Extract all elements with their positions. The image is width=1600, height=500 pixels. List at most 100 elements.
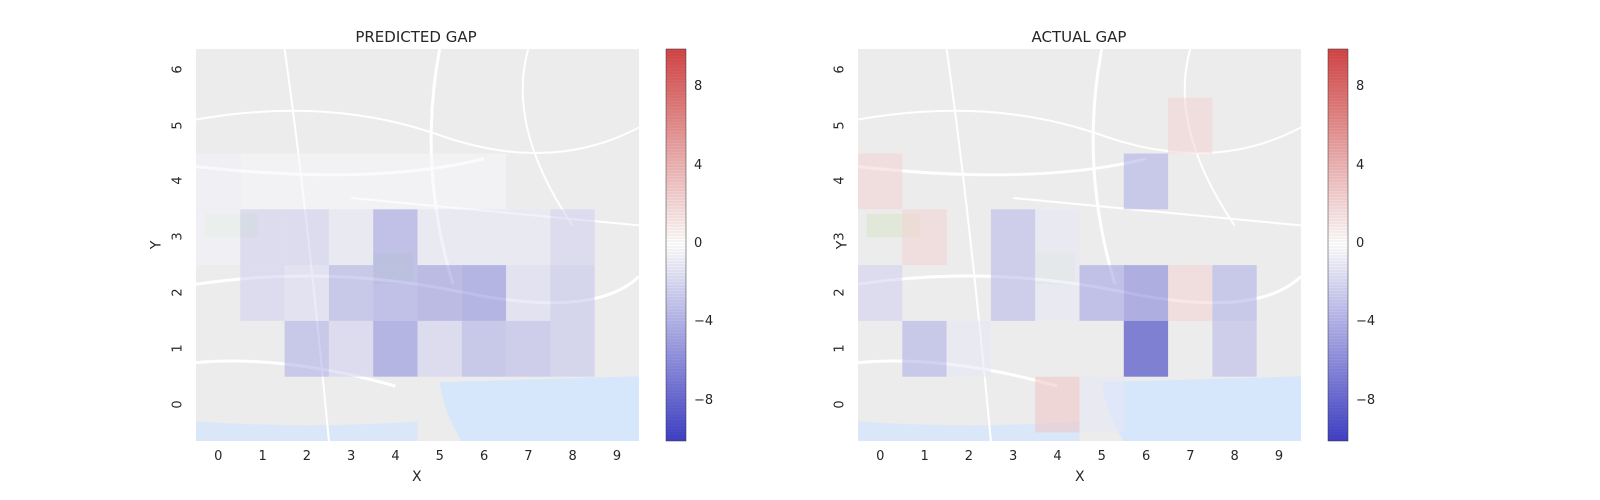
heatmap-cell (1212, 320, 1257, 377)
y-tick-label: 1 (832, 344, 848, 353)
heatmap-cell (284, 209, 329, 266)
heatmap-cell (417, 265, 462, 321)
y-tick-label: 0 (832, 399, 848, 409)
heatmap-cell (196, 153, 241, 210)
x-tick-label: 8 (1230, 449, 1239, 464)
colorbar-tick-label: −8 (1356, 392, 1376, 408)
heatmap-cell (1035, 376, 1080, 433)
y-tick-label: 2 (832, 288, 848, 297)
heatmap-cell (550, 265, 595, 321)
heatmap-cell (328, 320, 374, 377)
heatmap-cell (506, 320, 551, 377)
heatmap-cell (461, 153, 507, 210)
colorbar-tick-label: 0 (694, 236, 703, 251)
colorbar (665, 48, 687, 442)
heatmap-cell (328, 265, 374, 321)
heatmap-cell (417, 209, 462, 266)
colorbar-tick-label: −8 (694, 392, 714, 408)
x-tick-label: 5 (1097, 449, 1106, 464)
heatmap-cell (1168, 265, 1213, 321)
colorbar-tick-label: 4 (1356, 157, 1365, 173)
map-river (1101, 376, 1301, 441)
heatmap-cell (990, 265, 1036, 321)
x-tick-label: 0 (214, 449, 223, 464)
heatmap-cell (240, 209, 285, 266)
map-road (857, 109, 1302, 155)
heatmap-cell (1079, 265, 1124, 321)
y-tick-label: 4 (832, 176, 848, 186)
heatmap-cell (1035, 209, 1080, 266)
heatmap-cell (373, 320, 418, 377)
heatmap-cell (461, 265, 507, 321)
colorbar-tick-label: −4 (1356, 314, 1376, 330)
map-river (858, 421, 1080, 441)
map-road (1091, 48, 1117, 285)
predicted-gap-heatmap (195, 48, 641, 442)
x-tick-label: 3 (1009, 449, 1018, 464)
x-tick-label: 4 (1053, 449, 1062, 464)
colorbar-tick-label: 0 (1356, 236, 1365, 251)
x-tick-label: 1 (258, 449, 267, 464)
heatmap-cell (461, 209, 507, 266)
heatmap-cell (902, 320, 947, 377)
map-road (1012, 196, 1302, 227)
heatmap-cell (328, 209, 374, 266)
x-tick-label: 4 (391, 449, 400, 464)
heatmap-cell (373, 209, 418, 266)
heatmap-cell (858, 265, 903, 321)
x-tick-label: 7 (1186, 449, 1195, 464)
colorbar-gradient (666, 49, 686, 441)
colorbar-tick-label: −4 (694, 314, 714, 330)
heatmap-cell (550, 209, 595, 266)
colorbar (1327, 48, 1349, 442)
map-river (196, 421, 418, 441)
x-tick-label: 2 (302, 449, 312, 464)
heatmap-cell (858, 153, 903, 210)
heatmap-cell (1123, 153, 1169, 210)
x-tick-label: 0 (876, 449, 885, 464)
colorbar-tick-label: 4 (694, 157, 703, 173)
heatmap-cell (284, 265, 329, 321)
actual-gap-heatmap (857, 48, 1303, 442)
heatmap-cell (1079, 376, 1124, 433)
heatmap-cell (196, 209, 241, 266)
x-tick-label: 5 (435, 449, 444, 464)
heatmap-cell (506, 265, 551, 321)
y-tick-label: 5 (832, 120, 848, 130)
map-road (521, 48, 574, 226)
colorbar-gradient (1328, 49, 1348, 441)
map-road (945, 48, 992, 442)
heatmap-cell (550, 320, 595, 377)
heatmap-cell (506, 209, 551, 266)
x-tick-label: 9 (612, 449, 622, 464)
heatmap-cell (1035, 265, 1080, 321)
colorbar-border (1327, 48, 1349, 442)
heatmap-cell (461, 320, 507, 377)
colorbar-border (665, 48, 687, 442)
heatmap-cell (990, 209, 1036, 266)
heatmap-cell (417, 320, 462, 377)
heatmap-cell (1123, 265, 1169, 321)
heatmap-cell (1168, 97, 1213, 154)
x-tick-label: 1 (920, 449, 929, 464)
chart-title: ACTUAL GAP (1031, 28, 1127, 46)
heatmap-cell (328, 153, 374, 210)
x-tick-label: 3 (347, 449, 356, 464)
colorbar-tick-label: 8 (694, 79, 703, 95)
heatmap-cell (240, 153, 285, 210)
heatmap-cell (946, 320, 991, 377)
y-tick-label: 6 (832, 65, 848, 74)
heatmap-cell (240, 265, 285, 321)
map-road (195, 109, 640, 155)
heatmap-cell (417, 153, 462, 210)
heatmap-cells (196, 153, 595, 377)
map-river (439, 376, 639, 441)
x-tick-label: 6 (479, 449, 489, 464)
x-tick-label: 6 (1141, 449, 1151, 464)
heatmap-cell (1212, 265, 1257, 321)
heatmap-cell (284, 153, 329, 210)
colorbar-tick-label: 8 (1356, 79, 1365, 95)
heatmap-cell (284, 320, 329, 377)
